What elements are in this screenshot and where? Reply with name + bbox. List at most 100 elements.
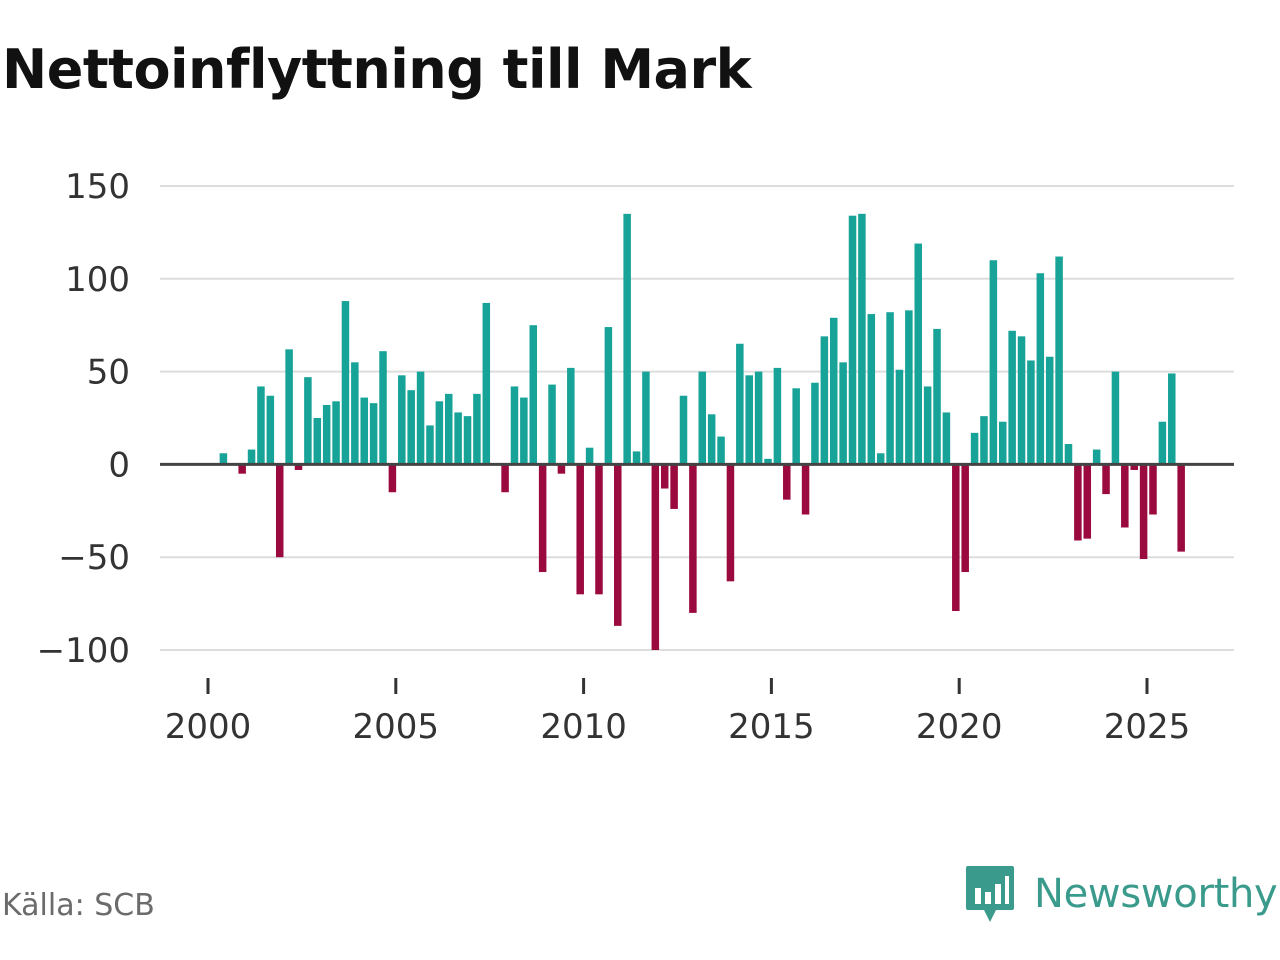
bar (1055, 256, 1063, 465)
bar (726, 464, 735, 582)
y-axis-ticks: 150 100 50 0 −50 −100 (37, 167, 130, 671)
y-tick-label: −100 (37, 631, 130, 671)
bar (379, 351, 387, 465)
bar (820, 336, 829, 465)
bar (1017, 336, 1026, 465)
newsworthy-bar-chart-icon (966, 866, 1014, 922)
bar (444, 393, 453, 465)
bar (952, 464, 960, 612)
bar (876, 453, 885, 465)
y-tick-label: 0 (108, 445, 130, 485)
bar (341, 301, 350, 465)
x-axis: 2000 2005 2010 2015 2020 2025 (160, 462, 1234, 747)
bar (651, 464, 660, 650)
bar (407, 390, 415, 465)
bar (773, 367, 782, 465)
bar (520, 397, 528, 465)
x-tick-label: 2010 (540, 707, 627, 747)
bar (961, 464, 969, 573)
bar (914, 243, 922, 465)
bar (454, 412, 462, 465)
bar (1045, 356, 1054, 465)
bar (754, 371, 763, 465)
bar (257, 386, 265, 465)
bar (1083, 464, 1092, 539)
bar (1027, 360, 1035, 465)
bar (858, 213, 866, 465)
bar (1092, 449, 1101, 465)
bar (548, 384, 556, 465)
x-tick-label: 2005 (353, 707, 440, 747)
bar (1177, 464, 1185, 552)
bar (848, 215, 857, 465)
bar (717, 436, 725, 465)
y-tick-label: −50 (58, 538, 130, 578)
bar (1130, 464, 1138, 470)
bar (1158, 421, 1167, 465)
bar (783, 464, 791, 500)
chart-title: Nettoinflyttning till Mark (2, 38, 752, 101)
bar (689, 464, 697, 613)
bar (538, 464, 547, 573)
y-tick-label: 50 (87, 353, 130, 393)
bar (736, 343, 744, 465)
bar (829, 317, 838, 465)
bar (923, 386, 932, 465)
grid-lines (160, 185, 1234, 651)
bar (473, 393, 481, 465)
bar (313, 418, 322, 465)
bar (707, 414, 716, 465)
bar (360, 397, 368, 465)
bar (529, 325, 538, 465)
bar (1074, 464, 1082, 541)
bar (1168, 373, 1176, 465)
bar (1121, 464, 1129, 528)
bar (388, 464, 397, 493)
bar (801, 464, 810, 515)
x-tick-label: 2020 (916, 707, 1003, 747)
brand-logo: Newsworthy (964, 864, 1278, 924)
bar (595, 464, 603, 595)
bar (567, 367, 575, 465)
bar (867, 314, 876, 465)
bar (351, 362, 359, 465)
bar (623, 213, 631, 465)
bar (322, 405, 331, 465)
bar (811, 382, 819, 465)
bar (792, 388, 800, 465)
y-tick-label: 100 (65, 260, 130, 300)
bar (670, 464, 678, 509)
bar (642, 371, 650, 465)
brand-name: Newsworthy (1034, 871, 1278, 917)
bar (895, 369, 904, 465)
bar (510, 386, 519, 465)
bar (1149, 464, 1157, 515)
bar (219, 453, 228, 465)
bar (698, 371, 707, 465)
bar (905, 310, 913, 465)
bar (332, 401, 340, 465)
bar (632, 451, 641, 465)
bar (764, 458, 772, 465)
bar (557, 464, 566, 474)
bar (576, 464, 584, 595)
bar (1036, 273, 1045, 465)
bar (1111, 371, 1120, 465)
bar (501, 464, 509, 493)
y-tick-label: 150 (65, 167, 130, 207)
source-label: Källa: SCB (2, 888, 155, 923)
bar (482, 302, 491, 465)
bar (660, 464, 669, 489)
bar (463, 416, 472, 465)
bar (1102, 464, 1110, 495)
bar (238, 464, 246, 474)
bar (1139, 464, 1148, 560)
bar (933, 328, 941, 465)
bar (285, 349, 293, 465)
x-tick-label: 2015 (728, 707, 815, 747)
bar (942, 412, 951, 465)
bar (604, 327, 613, 465)
bar (369, 403, 378, 465)
bar (585, 447, 594, 465)
